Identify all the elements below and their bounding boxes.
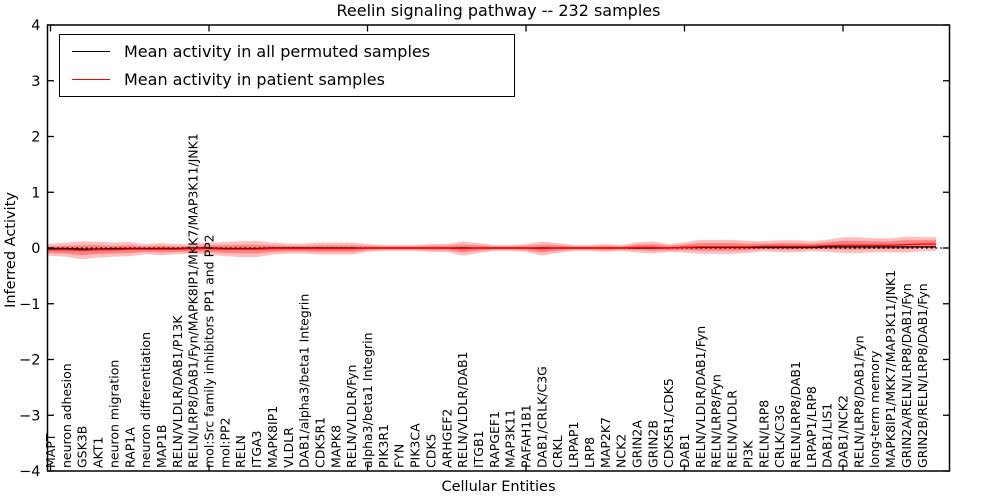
x-tick-label: neuron migration (106, 360, 121, 468)
x-tick-label: ITGB1 (471, 430, 486, 468)
x-tick-label: MAPT (43, 433, 58, 468)
x-tick-label: RELN/LRP8/DAB1/Fyn/MAPK8IP1/MKK7/MAP3K11… (186, 133, 201, 468)
x-tick-label: RELN/VLDLR/DAB1/P13K (170, 315, 185, 468)
x-tick-label: mol:PP2 (217, 417, 232, 468)
x-tick-label: LRPAP1/LRP8 (804, 386, 819, 468)
y-axis-label: Inferred Activity (3, 192, 19, 308)
legend: Mean activity in all permuted samples Me… (59, 34, 515, 97)
x-tick-label: neuron adhesion (59, 363, 74, 468)
x-tick-label: RELN/LRP8/DAB1 (788, 361, 803, 468)
legend-label-permuted: Mean activity in all permuted samples (124, 42, 431, 61)
x-tick-label: long-term memory (867, 350, 882, 468)
y-tick-label: −2 (19, 353, 40, 369)
legend-label-patient: Mean activity in patient samples (124, 70, 385, 89)
x-tick-label: MAP1B (154, 425, 169, 468)
x-tick-label: MAPK8IP1 (265, 406, 280, 468)
x-tick-label: CDK5R1 (312, 417, 327, 468)
x-tick-label: CDK5R1/CDK5 (661, 378, 676, 468)
chart-title: Reelin signaling pathway -- 232 samples (336, 1, 661, 20)
x-tick-label: LRP8 (582, 437, 597, 468)
x-tick-label: MAP3K11 (503, 409, 518, 468)
x-tick-label: AKT1 (91, 437, 106, 468)
x-tick-label: NCK2 (614, 434, 629, 468)
x-tick-label: RELN (233, 435, 248, 468)
x-tick-label: DAB1/CRLK/C3G (534, 366, 549, 468)
y-tick-label: 4 (31, 18, 40, 34)
y-tick-label: −3 (19, 408, 40, 424)
y-tick-label: −4 (19, 464, 40, 480)
x-tick-label: RELN/VLDLR/DAB1 (455, 351, 470, 468)
x-tick-label: RAP1A (122, 427, 137, 468)
x-tick-label: DAB1 (677, 434, 692, 469)
x-tick-label: CDK5 (423, 433, 438, 468)
x-tick-label: GRIN2A/RELN/LRP8/DAB1/Fyn (899, 283, 914, 468)
x-tick-label: CRKL (550, 435, 565, 468)
x-tick-label: PIK3R1 (376, 424, 391, 468)
x-tick-label: CRLK/C3G (772, 405, 787, 468)
y-tick-label: 0 (31, 241, 40, 257)
patient-mean-line (47, 243, 936, 251)
x-tick-label: MAPK8IP1/MKK7/MAP3K11/JNK1 (883, 270, 898, 468)
x-tick-label: DAB1/alpha3/beta1 Integrin (297, 294, 312, 468)
x-tick-label: GRIN2B/RELN/LRP8/DAB1/Fyn (915, 283, 930, 468)
legend-item-permuted: Mean activity in all permuted samples (72, 38, 514, 66)
x-tick-label: alpha3/beta1 Integrin (360, 332, 375, 468)
x-tick-label: mol:Src family inhibitors PP1 and PP2 (202, 234, 217, 468)
x-tick-label: GSK3B (75, 426, 90, 468)
x-tick-label: PI3K (740, 440, 755, 468)
x-tick-label: FYN (392, 444, 407, 468)
x-tick-label: DAB1/NCK2 (836, 395, 851, 468)
x-tick-label: neuron differentiation (138, 332, 153, 468)
x-tick-label: MAP2K7 (598, 417, 613, 468)
x-tick-label: LRPAP1 (566, 422, 581, 468)
x-tick-label: DAB1/LIS1 (820, 403, 835, 468)
x-tick-label: VLDLR (281, 427, 296, 468)
x-tick-label: RAPGEF1 (487, 411, 502, 468)
x-tick-label: ARHGEF2 (439, 409, 454, 468)
legend-line-permuted-icon (72, 51, 110, 52)
x-tick-label: RELN/VLDLR/DAB1/Fyn (693, 326, 708, 468)
y-tick-label: 2 (31, 130, 40, 146)
x-tick-label: GRIN2A (629, 420, 644, 468)
x-tick-label: ITGA3 (249, 430, 264, 468)
y-tick-label: 1 (31, 185, 40, 201)
y-tick-label: −1 (19, 297, 40, 313)
x-axis-label: Cellular Entities (441, 479, 556, 495)
legend-line-patient-icon (72, 79, 110, 80)
legend-item-patient: Mean activity in patient samples (72, 66, 514, 94)
x-tick-label: PAFAH1B1 (519, 404, 534, 468)
x-tick-label: RELN/LRP8 (756, 400, 771, 468)
x-tick-label: RELN/LRP8/Fyn (709, 374, 724, 468)
x-tick-label: MAPK8 (328, 425, 343, 468)
x-tick-label: RELN/VLDLR (725, 390, 740, 468)
x-tick-label: PIK3CA (408, 423, 423, 468)
x-tick-label: GRIN2B (645, 420, 660, 468)
y-tick-label: 3 (31, 74, 40, 90)
x-tick-label: RELN/LRP8/DAB1/Fyn (851, 335, 866, 468)
x-tick-label: RELN/VLDLR/Fyn (344, 365, 359, 468)
